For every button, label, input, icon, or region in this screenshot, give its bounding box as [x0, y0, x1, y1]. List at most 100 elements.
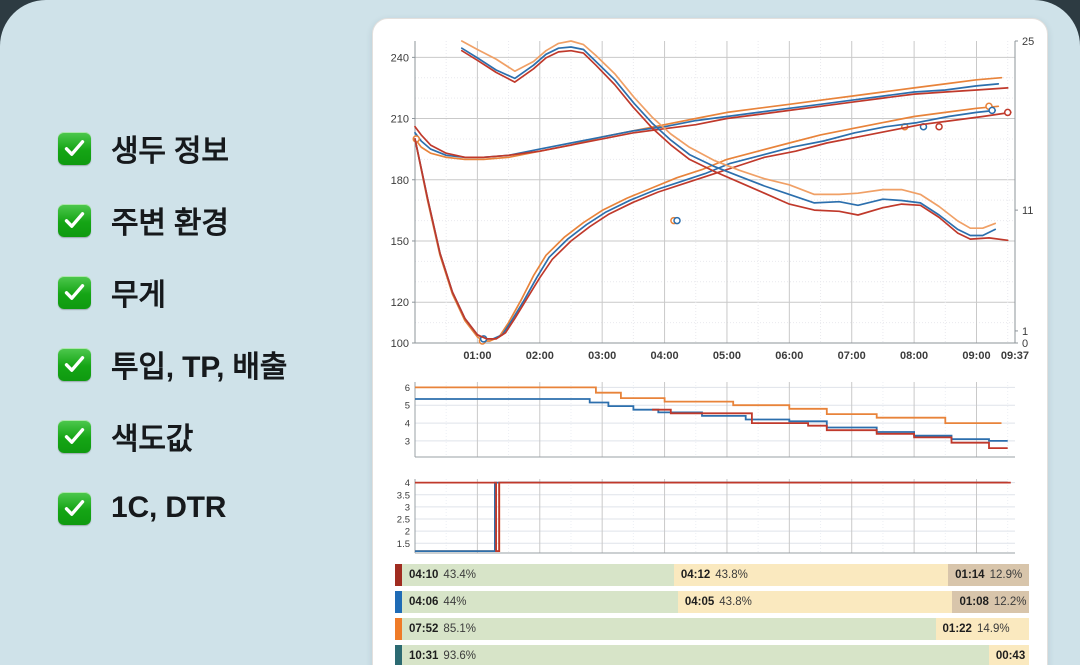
series-step-line — [415, 481, 1011, 552]
checklist-item-label: 생두 정보 — [111, 135, 229, 168]
checklist-item[interactable]: 생두 정보 — [58, 112, 358, 184]
y-tick: 4 — [405, 419, 410, 430]
burner-chart-svg: 3 4 5 6 — [405, 382, 1015, 458]
y-tick: 5 — [405, 401, 410, 412]
phase-bar-row[interactable]: 10:31 93.6% 00:436.4% — [395, 645, 1029, 665]
phase-bar-row[interactable]: 04:06 44% 04:05 43.8% 01:08 12.2% — [395, 591, 1030, 613]
check-mark-button-icon[interactable] — [58, 419, 91, 453]
phase-bar-row[interactable]: 07:52 85.1% 01:22 14.9% — [395, 618, 1029, 640]
phase-duration: 00:43 — [995, 650, 1026, 662]
phase-duration: 01:14 — [955, 569, 985, 581]
event-marker[interactable] — [935, 122, 943, 131]
phase-percent: 44% — [443, 596, 467, 608]
phase-segment: 04:06 44% — [402, 591, 678, 613]
check-mark-button-icon[interactable] — [58, 275, 91, 309]
phase-duration: 10:31 — [409, 650, 439, 662]
y-tick: 2.5 — [397, 515, 410, 526]
phase-percent: 12.2% — [993, 596, 1027, 608]
y-tick-left: 180 — [391, 175, 409, 187]
series-line — [460, 46, 997, 237]
y-tick: 6 — [405, 383, 410, 394]
y-tick: 3.5 — [397, 490, 410, 501]
phase-duration: 07:52 — [409, 623, 439, 635]
phase-duration: 04:10 — [409, 569, 439, 581]
phase-percent: 43.8% — [715, 569, 748, 581]
phase-percent: 43.4% — [443, 569, 477, 581]
phase-segment: 07:52 85.1% — [402, 618, 936, 640]
y-tick-left: 120 — [391, 297, 409, 309]
x-tick: 09:37 — [1001, 350, 1029, 362]
phase-duration: 01:08 — [959, 596, 989, 608]
roast-3-swatch — [395, 564, 402, 586]
x-tick: 08:00 — [900, 350, 928, 362]
checklist-item-label: 무게 — [111, 279, 166, 312]
y-tick-right: 25 — [1022, 36, 1034, 48]
y-tick: 4 — [405, 478, 410, 489]
phase-bar-row[interactable]: 04:10 43.4% 04:12 43.8% 01:14 12.9% — [395, 564, 1030, 586]
phase-percent: 43.8% — [719, 596, 752, 608]
airflow-chart-svg: 1.522.5 33.54 — [397, 478, 1015, 554]
y-tick: 3 — [405, 502, 410, 513]
check-mark-button-icon[interactable] — [58, 203, 91, 237]
series-line — [460, 49, 1009, 242]
y-tick: 2 — [405, 527, 410, 538]
series-step-line — [415, 386, 1002, 424]
x-tick: 06:00 — [775, 350, 803, 362]
series-line — [460, 40, 997, 230]
x-tick: 09:00 — [962, 350, 990, 362]
airflow-step-chart[interactable]: 1.5 2 2.5 3 3.5 4 — [373, 467, 1047, 567]
phase-percent: 14.9% — [976, 623, 1010, 635]
x-tick: 03:00 — [588, 350, 616, 362]
plot-background — [415, 479, 1015, 553]
roast-1-swatch — [395, 618, 402, 640]
series-line — [414, 111, 1012, 340]
phase-duration: 04:06 — [409, 596, 439, 608]
checklist-item-label: 1C, DTR — [111, 491, 227, 524]
phase-percent: 12.9% — [989, 569, 1023, 581]
checklist-item[interactable]: 투입, TP, 배출 — [58, 328, 358, 400]
y-tick-left: 240 — [391, 52, 409, 64]
plot-background — [415, 382, 1015, 457]
phase-summary-bars: 04:10 43.4% 04:12 43.8% 01:14 12.9% 04:06 44% 04… — [395, 564, 1030, 665]
event-marker[interactable] — [673, 216, 681, 225]
y-tick-right: 1 — [1022, 326, 1028, 338]
check-mark-button-icon[interactable] — [58, 131, 91, 165]
x-tick: 05:00 — [713, 350, 741, 362]
phase-segment: 00:436.4% — [988, 645, 1029, 665]
event-marker[interactable] — [1003, 108, 1012, 117]
phase-segment: 04:05 43.8% — [677, 591, 953, 613]
checklist-item-label: 투입, TP, 배출 — [111, 351, 288, 384]
event-marker[interactable] — [988, 106, 996, 115]
checklist-item[interactable]: 색도값 — [58, 400, 358, 472]
phase-percent: 93.6% — [443, 650, 477, 662]
main-temperature-chart[interactable]: 100 120 150 180 210 240 0 1 11 25 01:00 02:00 03:00 0… — [373, 19, 1047, 379]
check-mark-button-icon[interactable] — [58, 347, 91, 381]
series-line — [414, 105, 1000, 342]
burner-step-chart[interactable]: 3 4 5 6 — [373, 374, 1047, 469]
x-tick: 07:00 — [838, 350, 866, 362]
x-tick: 02:00 — [526, 350, 554, 362]
checklist-item-label: 주변 환경 — [111, 207, 229, 240]
checklist-item-label: 색도값 — [111, 423, 194, 456]
phase-percent: 85.1% — [443, 623, 477, 635]
phase-segment: 01:08 12.2% — [952, 591, 1030, 613]
phase-segment: 01:14 12.9% — [948, 564, 1030, 586]
phase-duration: 01:22 — [942, 623, 972, 635]
phase-segment: 04:10 43.4% — [402, 564, 674, 586]
y-tick-left: 210 — [391, 114, 409, 126]
y-tick: 3 — [405, 436, 410, 447]
y-tick-left: 100 — [391, 338, 409, 350]
y-tick: 1.5 — [397, 539, 410, 550]
roast-2-swatch — [395, 591, 402, 613]
phase-duration: 04:05 — [684, 596, 715, 608]
phase-segment: 04:12 43.8% — [673, 564, 949, 586]
y-tick-right: 0 — [1022, 338, 1028, 350]
checklist-item[interactable]: 무게 — [58, 256, 358, 328]
checklist-item[interactable]: 1C, DTR — [58, 472, 358, 544]
checklist-item[interactable]: 주변 환경 — [58, 184, 358, 256]
series-step-line — [415, 398, 1008, 442]
check-mark-button-icon[interactable] — [58, 491, 91, 525]
